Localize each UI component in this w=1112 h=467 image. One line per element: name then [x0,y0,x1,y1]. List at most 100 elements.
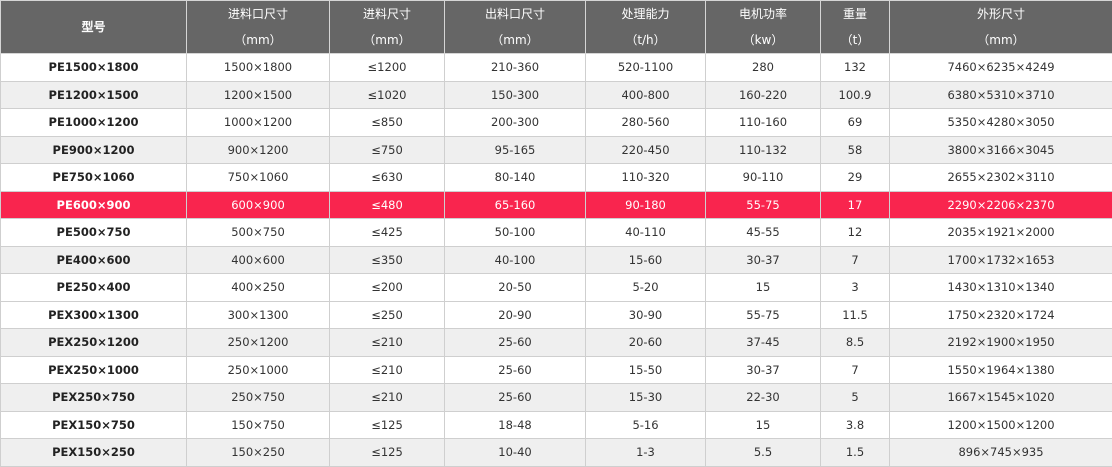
cell-discharge-opening: 20-50 [445,274,586,302]
header-capacity: 处理能力（t/h） [586,1,706,54]
header-unit: （mm） [330,27,444,53]
cell-discharge-opening: 200-300 [445,109,586,137]
cell-capacity: 400-800 [586,81,706,109]
cell-feed-opening: 250×1000 [187,356,330,384]
cell-weight: 5 [821,384,890,412]
cell-discharge-opening: 25-60 [445,356,586,384]
cell-overall-dimensions: 2035×1921×2000 [890,219,1112,247]
cell-motor-power: 55-75 [706,301,821,329]
cell-model: PEX250×1200 [1,329,187,357]
cell-max-feed-size: ≤125 [330,439,445,467]
cell-weight: 7 [821,246,890,274]
cell-model: PE750×1060 [1,164,187,192]
header-feed-opening: 进料口尺寸（mm） [187,1,330,54]
cell-overall-dimensions: 6380×5310×3710 [890,81,1112,109]
header-title: 电机功率 [706,1,820,27]
cell-capacity: 220-450 [586,136,706,164]
cell-overall-dimensions: 5350×4280×3050 [890,109,1112,137]
cell-model: PEX250×750 [1,384,187,412]
cell-discharge-opening: 95-165 [445,136,586,164]
header-title: 重量 [821,1,889,27]
header-weight: 重量（t） [821,1,890,54]
cell-max-feed-size: ≤125 [330,411,445,439]
cell-overall-dimensions: 896×745×935 [890,439,1112,467]
cell-feed-opening: 150×750 [187,411,330,439]
header-title: 进料口尺寸 [187,1,329,27]
cell-max-feed-size: ≤480 [330,191,445,219]
header-title: 出料口尺寸 [445,1,585,27]
cell-model: PEX150×750 [1,411,187,439]
header-unit: （mm） [890,27,1112,53]
cell-capacity: 30-90 [586,301,706,329]
cell-max-feed-size: ≤350 [330,246,445,274]
cell-capacity: 520-1100 [586,54,706,82]
cell-motor-power: 55-75 [706,191,821,219]
cell-discharge-opening: 25-60 [445,329,586,357]
cell-feed-opening: 1200×1500 [187,81,330,109]
cell-capacity: 110-320 [586,164,706,192]
cell-model: PE400×600 [1,246,187,274]
cell-max-feed-size: ≤1200 [330,54,445,82]
cell-capacity: 20-60 [586,329,706,357]
table-header: 型号进料口尺寸（mm）进料尺寸（mm）出料口尺寸（mm）处理能力（t/h）电机功… [1,1,1112,54]
cell-weight: 69 [821,109,890,137]
cell-discharge-opening: 210-360 [445,54,586,82]
header-max-feed-size: 进料尺寸（mm） [330,1,445,54]
cell-max-feed-size: ≤200 [330,274,445,302]
cell-motor-power: 30-37 [706,356,821,384]
header-title: 进料尺寸 [330,1,444,27]
cell-motor-power: 15 [706,411,821,439]
header-unit: （t/h） [586,27,705,53]
cell-model: PE1500×1800 [1,54,187,82]
header-title: 处理能力 [586,1,705,27]
cell-discharge-opening: 80-140 [445,164,586,192]
cell-max-feed-size: ≤210 [330,356,445,384]
cell-max-feed-size: ≤630 [330,164,445,192]
cell-weight: 7 [821,356,890,384]
cell-weight: 12 [821,219,890,247]
cell-discharge-opening: 50-100 [445,219,586,247]
cell-motor-power: 90-110 [706,164,821,192]
cell-motor-power: 15 [706,274,821,302]
cell-feed-opening: 600×900 [187,191,330,219]
cell-weight: 3.8 [821,411,890,439]
cell-feed-opening: 150×250 [187,439,330,467]
cell-weight: 100.9 [821,81,890,109]
cell-weight: 58 [821,136,890,164]
cell-overall-dimensions: 2290×2206×2370 [890,191,1112,219]
header-unit: （t） [821,27,889,53]
cell-feed-opening: 300×1300 [187,301,330,329]
cell-feed-opening: 900×1200 [187,136,330,164]
cell-discharge-opening: 150-300 [445,81,586,109]
cell-motor-power: 37-45 [706,329,821,357]
header-overall-dimensions: 外形尺寸（mm） [890,1,1112,54]
cell-weight: 3 [821,274,890,302]
cell-weight: 11.5 [821,301,890,329]
cell-overall-dimensions: 2655×2302×3110 [890,164,1112,192]
cell-max-feed-size: ≤250 [330,301,445,329]
header-model: 型号 [1,1,187,54]
cell-capacity: 15-50 [586,356,706,384]
cell-capacity: 90-180 [586,191,706,219]
cell-motor-power: 280 [706,54,821,82]
cell-overall-dimensions: 1667×1545×1020 [890,384,1112,412]
cell-model: PEX150×250 [1,439,187,467]
cell-motor-power: 110-132 [706,136,821,164]
cell-model: PEX250×1000 [1,356,187,384]
cell-overall-dimensions: 1550×1964×1380 [890,356,1112,384]
cell-capacity: 1-3 [586,439,706,467]
